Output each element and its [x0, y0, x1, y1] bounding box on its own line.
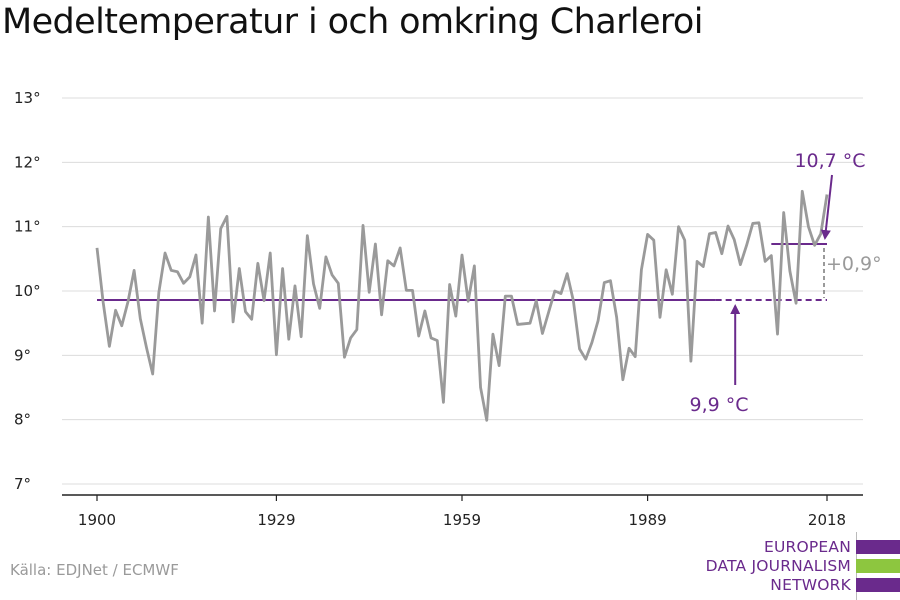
y-tick-label-13: 13°	[14, 89, 41, 107]
annotations: 10,7 °C 9,9 °C +0,9°	[689, 150, 881, 416]
annotation-baseline-mean: 9,9 °C	[689, 394, 748, 416]
logo-bar-green	[856, 559, 900, 573]
x-tick-label-1929: 1929	[257, 511, 295, 529]
y-tick-label-8: 8°	[14, 411, 31, 429]
y-tick-labels: 7° 8° 9° 10° 11° 12° 13°	[14, 89, 41, 493]
x-tick-label-1900: 1900	[78, 511, 116, 529]
logo-line-3: NETWORK	[770, 576, 851, 594]
logo-bar-purple-bottom	[856, 578, 900, 592]
y-tick-label-11: 11°	[14, 218, 41, 236]
chart-title: Medeltemperatur i och omkring Charleroi	[2, 2, 703, 42]
x-axis: 1900 1929 1959 1989 2018	[62, 494, 863, 529]
logo-bar-purple-top	[856, 540, 900, 554]
grid-lines	[62, 97, 863, 485]
x-tick-label-1959: 1959	[443, 511, 481, 529]
x-tick-label-2018: 2018	[808, 511, 846, 529]
y-tick-label-7: 7°	[14, 475, 31, 493]
y-tick-label-12: 12°	[14, 153, 41, 171]
logo-line-2: DATA JOURNALISM	[705, 557, 851, 575]
edjnet-logo[interactable]: EUROPEAN DATA JOURNALISM NETWORK	[690, 532, 900, 600]
arrow-recent-mean	[820, 174, 833, 241]
y-tick-label-10: 10°	[14, 282, 41, 300]
x-tick-label-1989: 1989	[628, 511, 666, 529]
series-lines	[95, 189, 829, 422]
annotation-difference: +0,9°	[826, 253, 882, 275]
y-tick-label-9: 9°	[14, 346, 31, 364]
series-line-0	[95, 189, 829, 422]
logo-line-1: EUROPEAN	[763, 538, 851, 556]
annotation-recent-mean: 10,7 °C	[794, 150, 865, 172]
source-text: Källa: EDJNet / ECMWF	[10, 561, 179, 579]
